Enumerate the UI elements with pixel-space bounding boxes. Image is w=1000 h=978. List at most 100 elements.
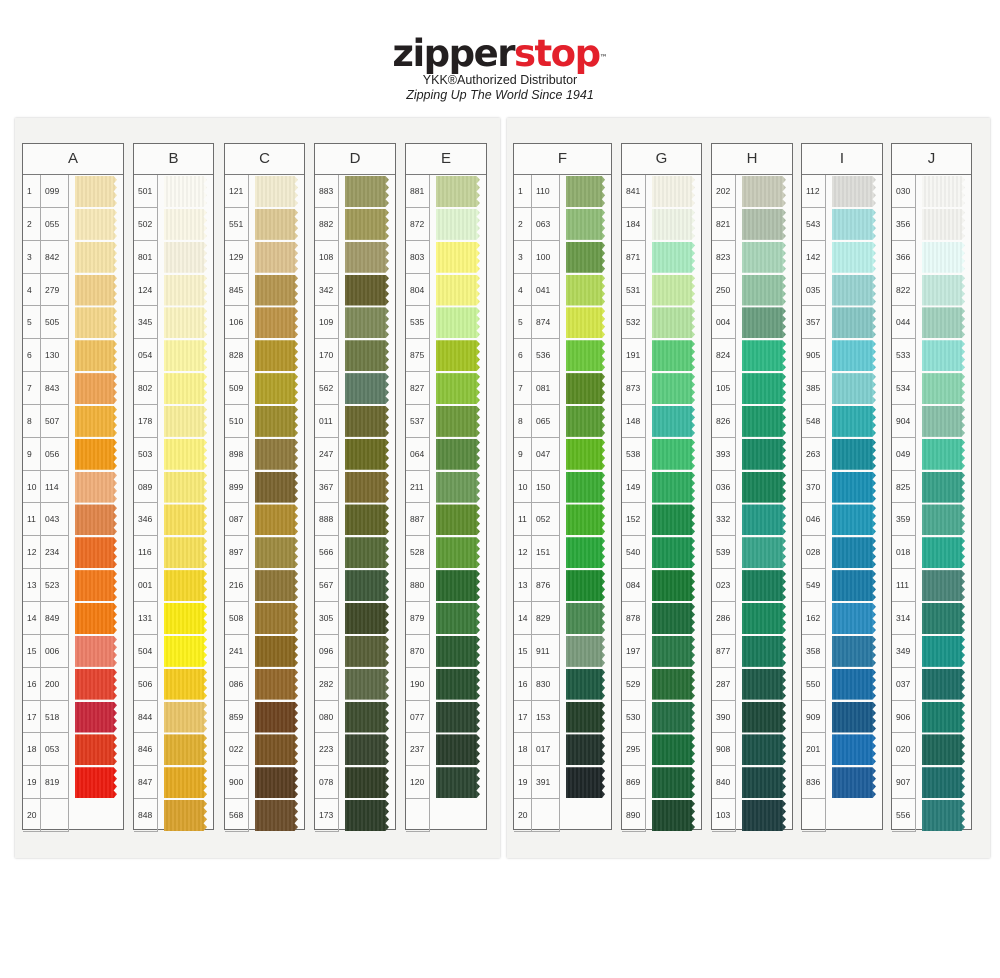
zipper-swatch (164, 307, 207, 339)
shade-code: 803 (406, 240, 430, 274)
zipper-swatch (345, 176, 389, 207)
shade-row: 108 (315, 240, 395, 274)
shade-code: 549 (802, 569, 826, 602)
shade-row: 888 (315, 503, 395, 537)
shade-row: 8 507 (23, 404, 123, 438)
zipper-swatch (345, 537, 389, 569)
shade-code: 111 (892, 569, 916, 602)
zipper-swatch (922, 405, 965, 437)
shade-row: 3 100 (514, 240, 611, 274)
logo-tagline: Zipping Up The World Since 1941 (406, 88, 594, 102)
shade-code: 084 (622, 569, 646, 602)
zipper-swatch (652, 635, 695, 667)
row-number: 15 (514, 634, 532, 668)
shade-column-f: F 1 110 2 063 3 100 4 041 5 874 6 536 7 081 8 065 9 047 10 1… (513, 143, 612, 832)
shade-code: 556 (892, 799, 916, 832)
shade-row: 556 (892, 799, 971, 832)
zipper-swatch (164, 701, 207, 733)
shade-code: 879 (406, 601, 430, 635)
shade-row: 237 (406, 733, 486, 767)
shade-code: 882 (315, 207, 339, 241)
zipper-swatch (922, 274, 965, 306)
shade-column-h: H 202 821 823 250 004 824 105 826 393 036 332 539 023… (711, 143, 793, 832)
zipper-swatch (255, 307, 298, 339)
shade-row: 201 (802, 733, 882, 767)
zipper-swatch (652, 570, 695, 602)
shade-row: 529 (622, 667, 701, 701)
shade-code: 358 (802, 634, 826, 668)
zipper-swatch (652, 668, 695, 700)
shade-row: 881 (406, 175, 486, 208)
zipper-swatch (75, 340, 117, 372)
zipper-swatch (742, 537, 786, 569)
zipper-swatch (164, 438, 207, 470)
shade-code: 529 (622, 667, 646, 701)
shade-code: 349 (892, 634, 916, 668)
shade-row: 11 052 (514, 503, 611, 537)
zipper-swatch (436, 767, 480, 799)
shade-row: 359 (892, 503, 971, 537)
zipper-swatch (255, 208, 298, 240)
shade-row: 16 830 (514, 667, 611, 701)
shade-row: 030 (892, 175, 971, 208)
shade-row: 877 (712, 634, 792, 668)
zipper-swatch (436, 537, 480, 569)
zipper-swatch (345, 208, 389, 240)
shade-column-g: G 841 184 871 531 532 191 873 148 538 149 152 540 084… (621, 143, 702, 832)
zipper-swatch (345, 438, 389, 470)
shade-row: 14 849 (23, 601, 123, 635)
shade-code: 282 (315, 667, 339, 701)
zipper-swatch (255, 373, 298, 405)
zipper-swatch (164, 767, 207, 799)
zipper-swatch (652, 274, 695, 306)
zipper-swatch (832, 405, 876, 437)
zipper-swatch (742, 767, 786, 799)
row-number: 14 (514, 601, 532, 635)
row-number: 16 (514, 667, 532, 701)
shade-code: 191 (622, 339, 646, 373)
shade-code: 190 (406, 667, 430, 701)
shade-code: 086 (225, 667, 249, 701)
shade-row: 17 518 (23, 700, 123, 734)
zipper-swatch (164, 208, 207, 240)
shade-code: 501 (134, 175, 158, 208)
zipper-swatch (436, 504, 480, 536)
zipper-swatch (922, 668, 965, 700)
zipper-swatch (652, 340, 695, 372)
shade-code: 089 (134, 470, 158, 504)
shade-row: 873 (622, 372, 701, 405)
zipper-swatch (922, 471, 965, 503)
zipper-swatch (164, 340, 207, 372)
shade-row: 538 (622, 437, 701, 471)
shade-row: 887 (406, 503, 486, 537)
shade-code: 840 (712, 766, 736, 800)
shade-row: 530 (622, 700, 701, 734)
row-number: 17 (23, 700, 41, 734)
shade-row: 9 056 (23, 437, 123, 471)
shade-code: 391 (532, 766, 560, 800)
shade-row: 16 200 (23, 667, 123, 701)
shade-code: 904 (892, 404, 916, 438)
zipper-swatch (255, 701, 298, 733)
shade-code: 878 (622, 601, 646, 635)
shade-row: 109 (315, 306, 395, 340)
zipper-swatch (164, 537, 207, 569)
shade-row: 020 (892, 733, 971, 767)
shade-row: 537 (406, 404, 486, 438)
shade-row: 908 (712, 733, 792, 767)
shade-code: 900 (225, 766, 249, 800)
zipper-swatch (436, 602, 480, 634)
zipper-swatch (832, 602, 876, 634)
shade-row: 501 (134, 175, 213, 208)
shade-row: 549 (802, 569, 882, 602)
zipper-swatch (164, 602, 207, 634)
shade-row: 7 081 (514, 372, 611, 405)
shade-code: 518 (41, 700, 69, 734)
zipper-swatch (922, 537, 965, 569)
shade-code: 106 (225, 306, 249, 340)
row-number: 4 (23, 273, 41, 307)
shade-code: 114 (41, 470, 69, 504)
shade-code: 121 (225, 175, 249, 208)
row-number: 1 (23, 175, 41, 208)
shade-code: 509 (225, 372, 249, 405)
